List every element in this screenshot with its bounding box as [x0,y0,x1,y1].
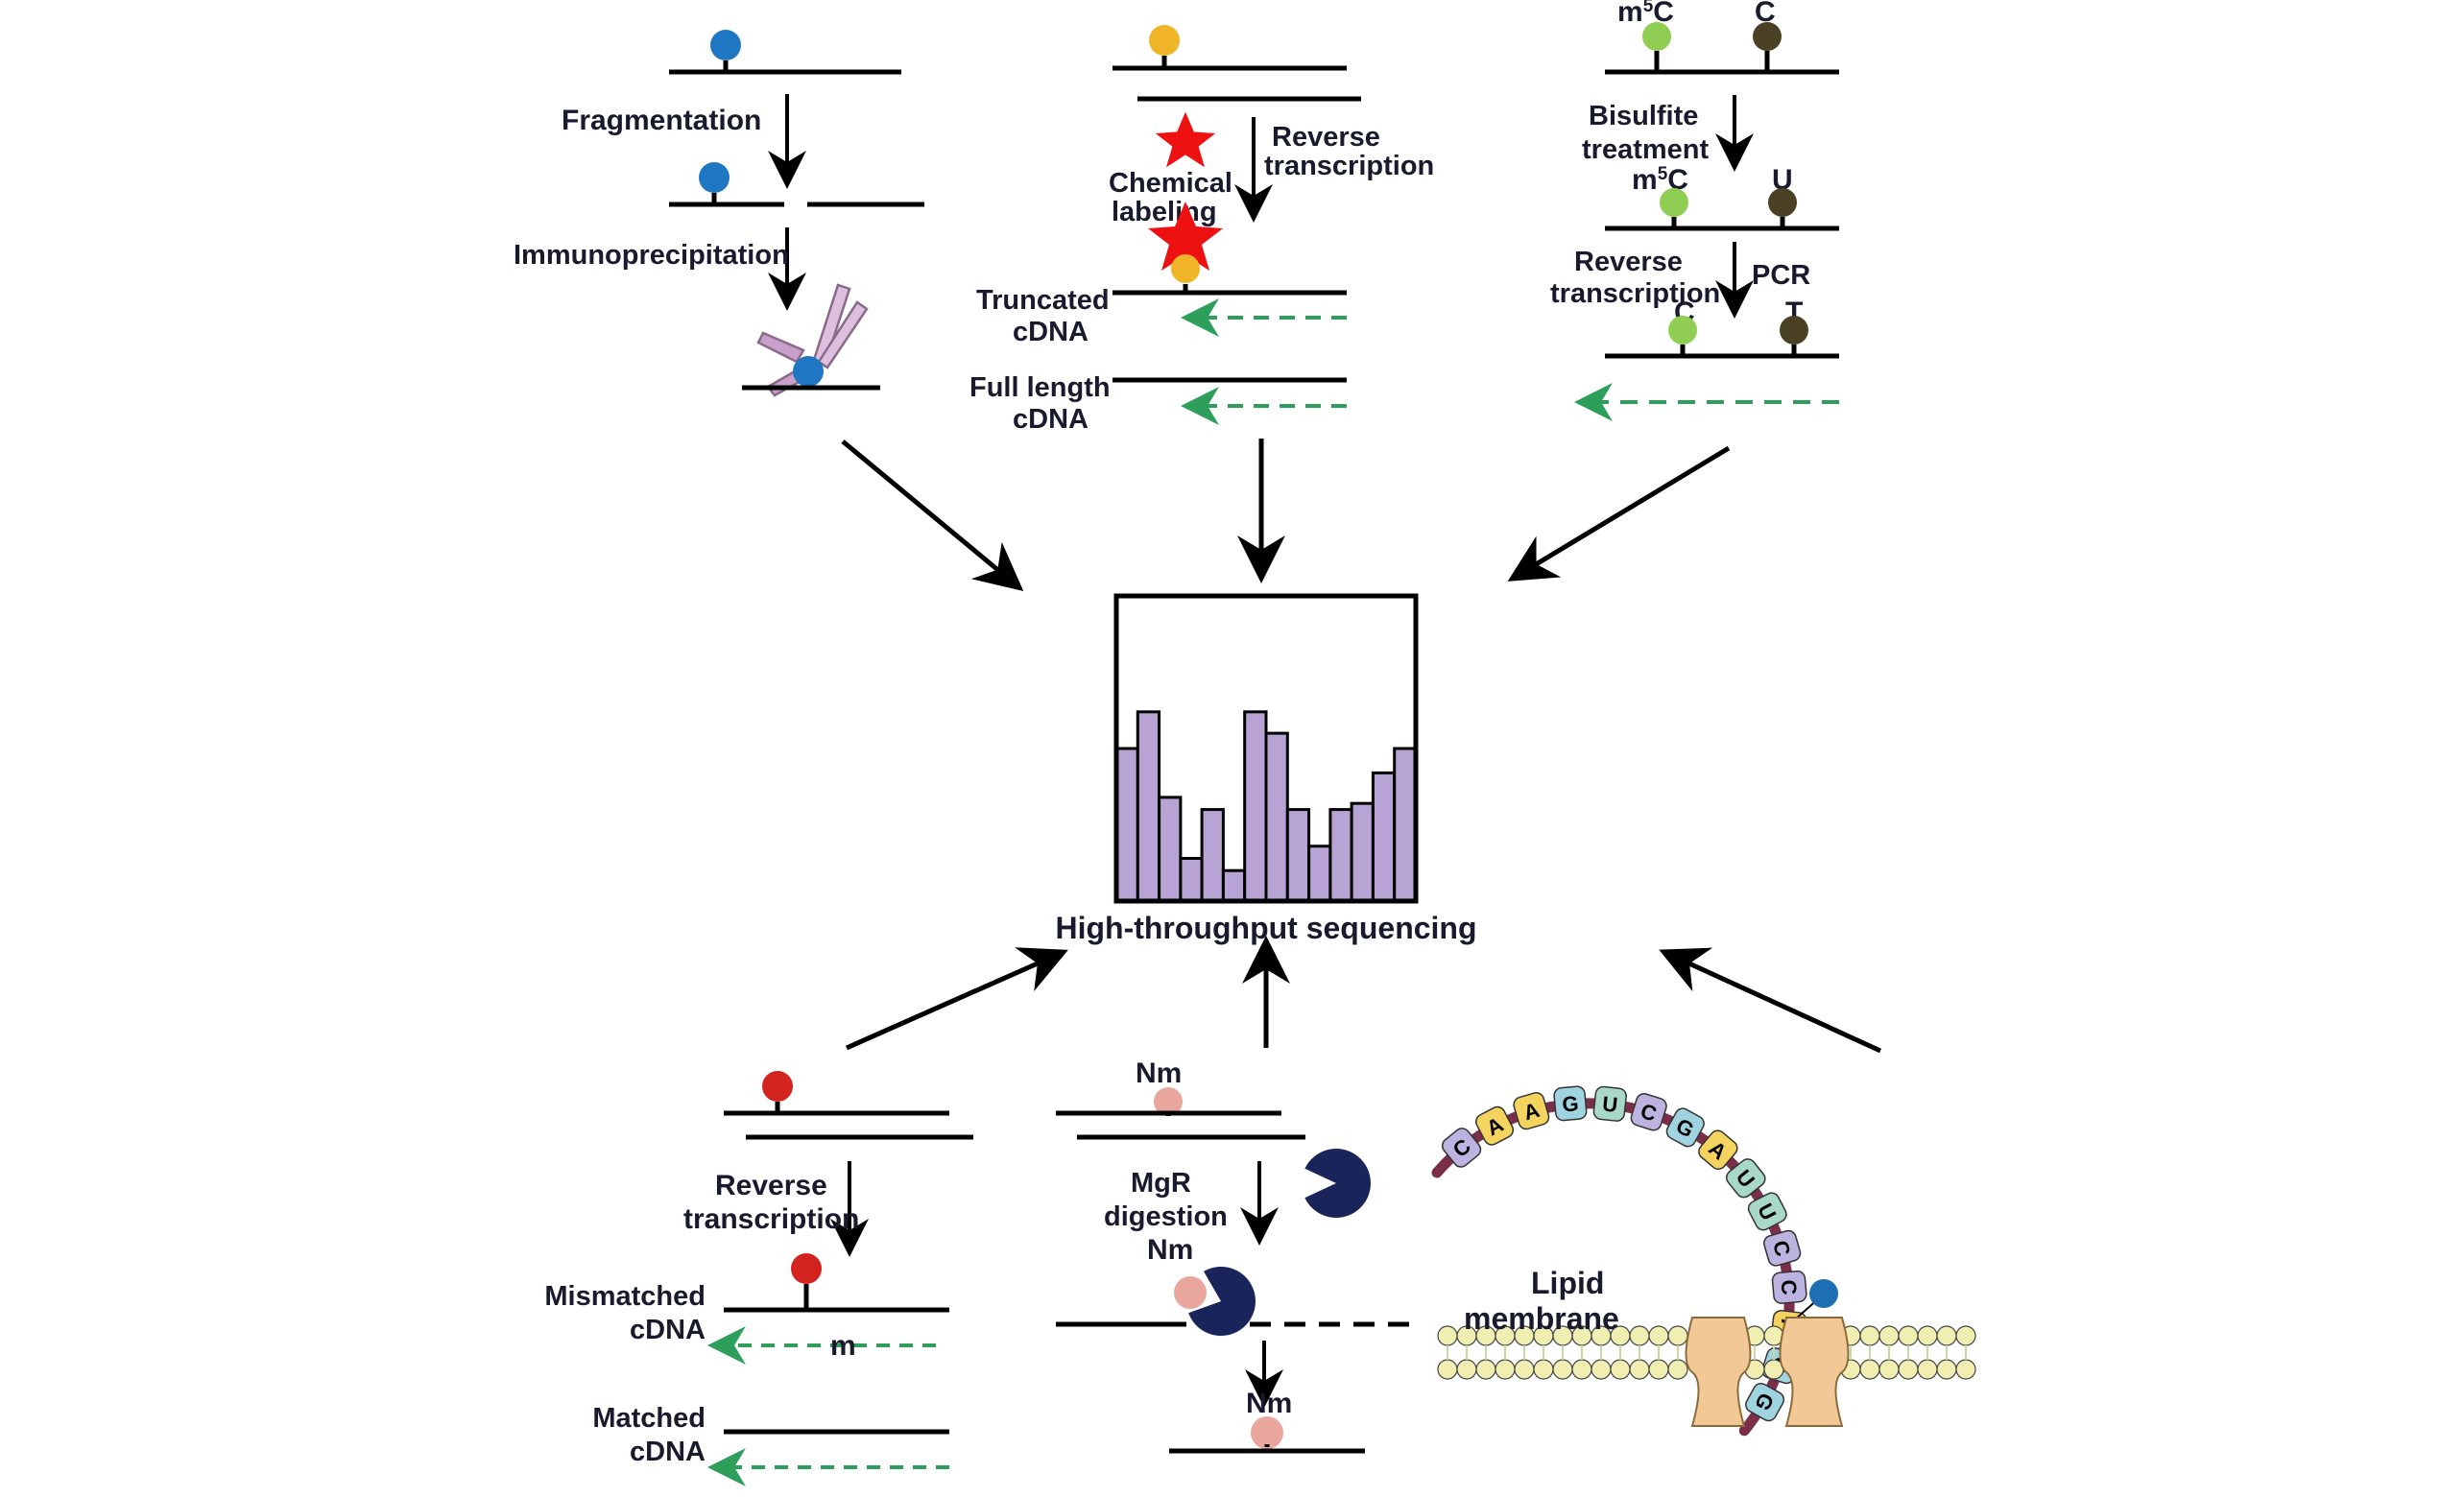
svg-text:treatment: treatment [1582,134,1709,165]
svg-text:C: C [1777,1278,1802,1295]
svg-text:Lipid: Lipid [1531,1266,1604,1300]
svg-text:Chemical: Chemical [1109,168,1232,199]
svg-text:cDNA: cDNA [1013,317,1088,347]
svg-text:G: G [1561,1091,1579,1116]
svg-text:Nm: Nm [1147,1234,1193,1266]
svg-text:Matched: Matched [592,1403,706,1434]
svg-text:Full length: Full length [969,372,1111,403]
svg-text:cDNA: cDNA [630,1315,706,1345]
svg-text:transcription: transcription [683,1203,859,1235]
svg-text:transcription: transcription [1264,151,1434,181]
svg-text:cDNA: cDNA [630,1437,706,1467]
svg-text:U: U [1601,1092,1618,1118]
svg-text:Nm: Nm [1246,1388,1292,1419]
svg-text:m: m [830,1330,856,1362]
svg-text:Reverse: Reverse [1574,247,1683,277]
svg-text:cDNA: cDNA [1013,404,1088,435]
svg-text:digestion: digestion [1104,1201,1228,1232]
svg-text:Reverse: Reverse [715,1170,827,1201]
svg-text:Truncated: Truncated [976,285,1110,316]
svg-text:High-throughput sequencing: High-throughput sequencing [1055,911,1476,945]
svg-text:Mismatched: Mismatched [544,1281,706,1312]
svg-text:Fragmentation: Fragmentation [562,105,761,136]
svg-text:m5C: m5C [1617,0,1674,28]
svg-text:PCR: PCR [1752,260,1810,291]
svg-text:Bisulfite: Bisulfite [1589,101,1698,131]
svg-text:MgR: MgR [1131,1168,1191,1199]
svg-text:membrane: membrane [1464,1301,1619,1336]
svg-text:Immunoprecipitation: Immunoprecipitation [514,240,789,271]
svg-text:Nm: Nm [1136,1057,1182,1089]
svg-text:Reverse: Reverse [1272,122,1380,153]
svg-text:labeling: labeling [1112,197,1217,227]
